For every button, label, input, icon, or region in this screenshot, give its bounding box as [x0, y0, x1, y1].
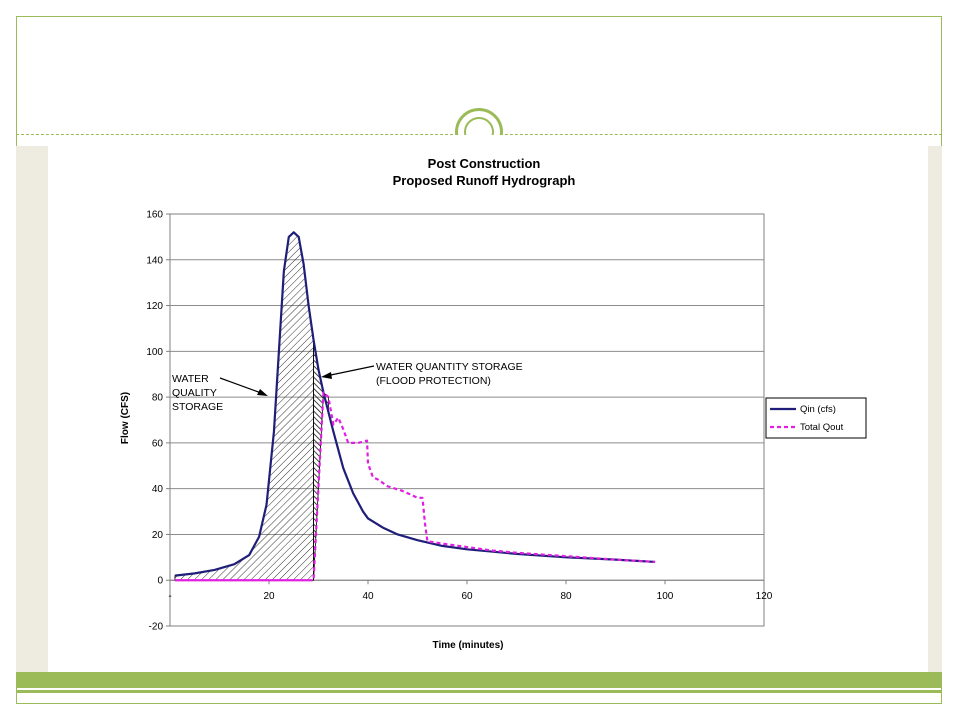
y-tick-labels: -20 0 20 40 60 80 100 120 140 160	[146, 210, 163, 633]
y-tick-label: -20	[149, 622, 164, 633]
x-tick-label: 80	[560, 591, 572, 602]
y-tick-label: 140	[146, 255, 163, 266]
y-axis-label: Flow (CFS)	[120, 392, 131, 444]
chart-subtitle: Proposed Runoff Hydrograph	[393, 173, 576, 188]
x-tick-label: 20	[263, 591, 275, 602]
y-tick-label: 0	[157, 576, 163, 587]
x-tick-label: 120	[756, 591, 773, 602]
chart-title: Post Construction	[428, 156, 541, 171]
chart-panel: Post Construction Proposed Runoff Hydrog…	[48, 146, 928, 688]
annotation-water-quality: WATER QUALITY STORAGE	[172, 373, 268, 413]
left-side-panel	[16, 146, 48, 688]
annotation-water-quality-arrow	[219, 377, 265, 395]
series-qin-line	[174, 231, 656, 577]
x-axis-label: Time (minutes)	[433, 640, 504, 651]
annotation-water-quality-line-2: QUALITY	[172, 387, 217, 399]
series-total-qout-line	[308, 391, 656, 582]
annotation-water-quantity-arrow	[325, 365, 375, 377]
y-tick-label: 60	[152, 438, 164, 449]
right-side-panel	[928, 146, 942, 688]
legend: Qin (cfs) Total Qout	[765, 397, 867, 439]
annotation-water-quality-line-1: WATER	[172, 373, 209, 385]
x-tick-label: 100	[657, 591, 674, 602]
hydrograph-chart: Post Construction Proposed Runoff Hydrog…	[120, 156, 867, 651]
footer-line	[16, 690, 942, 693]
y-tick-label: 40	[152, 484, 164, 495]
legend-label-qin: Qin (cfs)	[800, 404, 836, 415]
annotation-water-quantity: WATER QUANTITY STORAGE (FLOOD PROTECTION…	[321, 361, 523, 387]
legend-box	[765, 397, 867, 439]
x-tick-label: 40	[362, 591, 374, 602]
annotation-water-quantity-line-1: WATER QUANTITY STORAGE	[376, 361, 523, 373]
annotation-water-quality-line-3: STORAGE	[172, 401, 223, 413]
annotation-water-quantity-line-2: (FLOOD PROTECTION)	[376, 375, 491, 387]
legend-label-total-qout: Total Qout	[800, 422, 844, 433]
x-tick-label: -	[168, 591, 171, 602]
annotation-water-quality-arrowhead	[257, 389, 268, 396]
series-layer	[174, 231, 656, 582]
y-tick-label: 80	[152, 393, 164, 404]
annotation-water-quantity-arrowhead	[321, 372, 332, 379]
x-tick-labels: - 20 40 60 80 100 120	[168, 591, 772, 602]
x-tick-label: 60	[461, 591, 473, 602]
y-tick-label: 20	[152, 530, 164, 541]
y-tick-label: 100	[146, 347, 163, 358]
y-tick-label: 160	[146, 210, 163, 221]
footer-bar	[16, 672, 942, 688]
y-tick-label: 120	[146, 301, 163, 312]
